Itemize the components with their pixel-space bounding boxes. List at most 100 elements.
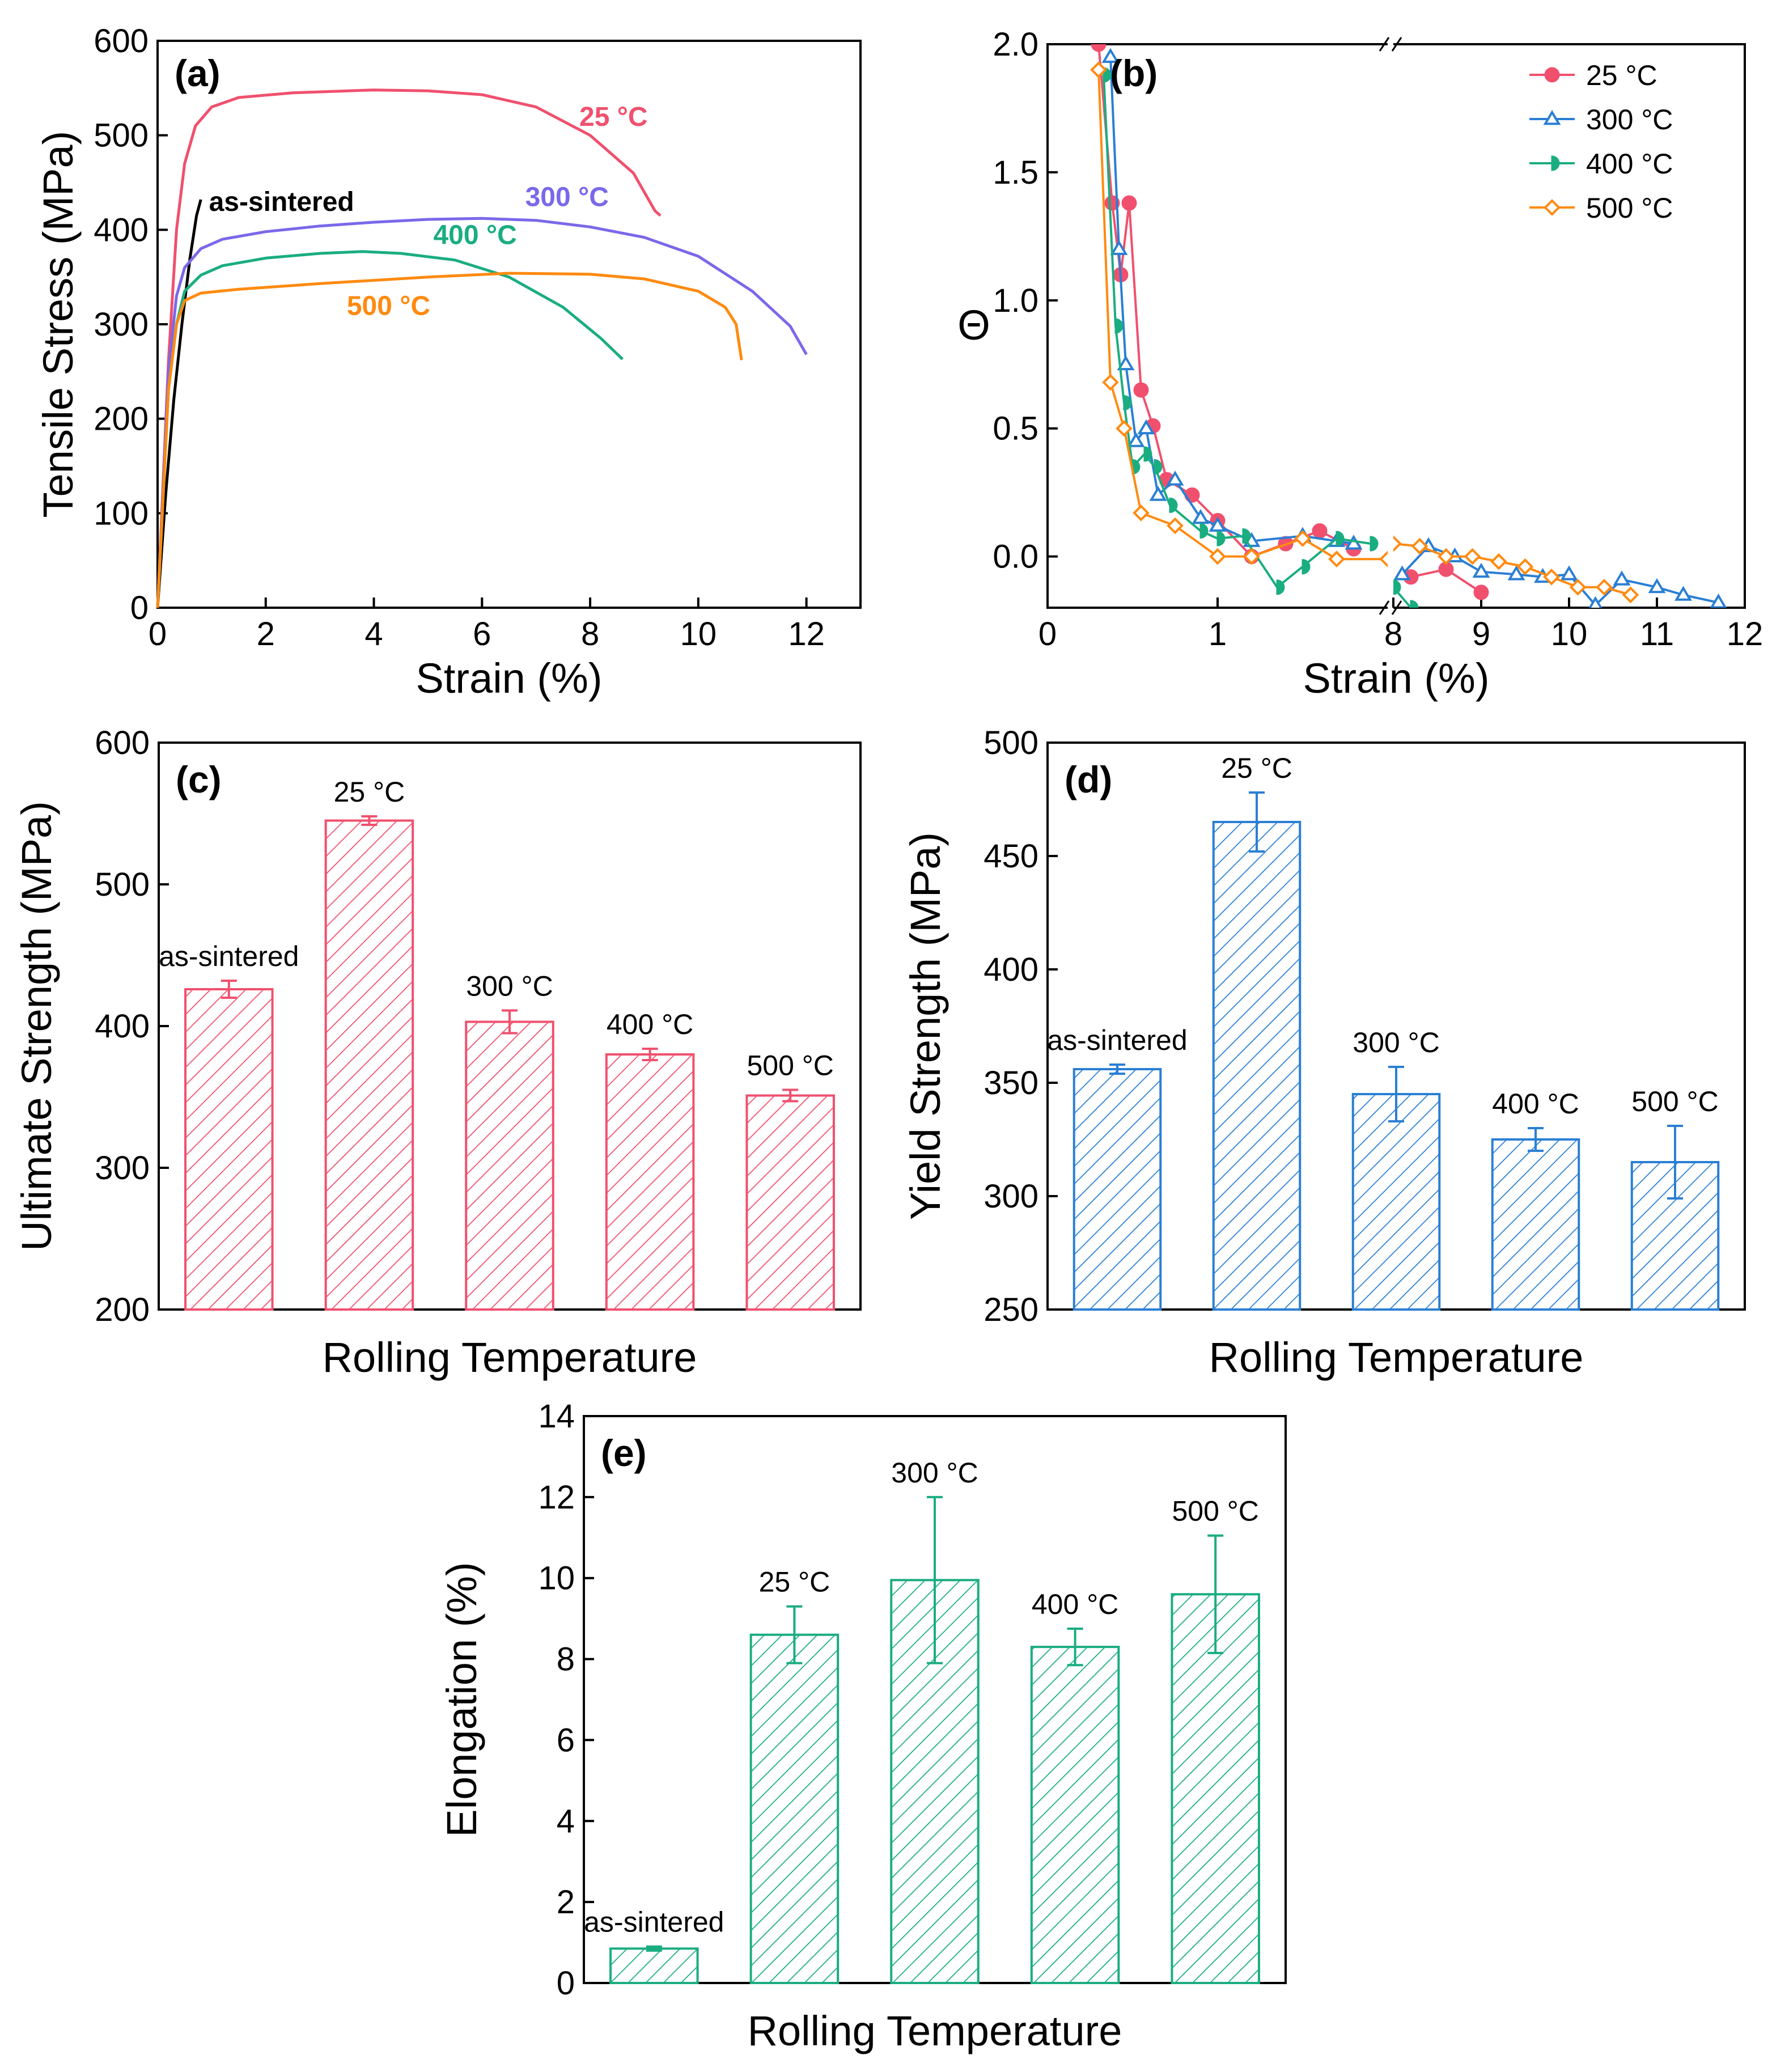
data-point [1613,570,1631,586]
y-tick-label: 500 [983,724,1038,761]
y-tick-label: 450 [983,838,1038,875]
x-tick-label: 12 [1727,616,1763,652]
series-line [1097,70,1388,561]
bar-category-label: 500 °C [747,1050,833,1082]
bar-category-label: 500 °C [1631,1086,1718,1117]
data-point [1507,565,1525,581]
x-tick-label: 8 [1384,616,1402,652]
x-tick-label: 0 [149,616,167,652]
data-point [1209,516,1227,532]
x-tick-label: 8 [581,616,599,652]
x-tick-label: 6 [473,616,491,652]
data-point [1110,240,1128,255]
y-tick-label: 400 [983,951,1038,988]
data-point [1149,486,1167,501]
panel-label: (d) [1065,759,1112,800]
data-point [1464,548,1481,565]
curve-as-sintered [156,199,202,608]
y-axis-title: Elongation (%) [438,1562,485,1837]
data-point [1166,471,1184,486]
series-left-400c [1103,67,1379,595]
x-axis-title: Rolling Temperature [748,2007,1122,2054]
y-tick-label: 300 [94,306,149,343]
y-tick-label: 500 [95,866,150,903]
axis-break-mark [1379,37,1390,52]
bar-category-label: as-sintered [159,940,299,972]
curve-label: 25 °C [579,102,648,132]
legend-label: 25 °C [1586,60,1657,91]
data-point [1167,517,1184,535]
y-tick-label: 200 [95,1291,150,1328]
y-tick-label: 350 [983,1065,1038,1101]
data-point [1123,395,1132,411]
data-point [1133,504,1150,522]
y-tick-label: 400 [94,211,149,248]
x-tick-label: 1 [1209,616,1227,652]
series-left-25c [1091,44,1362,565]
y-axis-title: Tensile Stress (MPa) [35,131,82,518]
bar-category-label: 25 °C [759,1566,830,1598]
y-tick-label: 0 [557,1965,575,2002]
data-point [1336,531,1345,546]
x-axis-title: Strain (%) [1303,655,1490,702]
data-point [1473,584,1489,600]
panel-a-tensile-curves: 0 100 200 300 400 500 600 0 2 4 6 8 10 12 as-sintered 2… [35,23,862,702]
series-line [1097,44,1354,558]
series-line [1109,57,1354,545]
data-point [1090,61,1107,79]
bar-0 [609,1947,699,1984]
data-point [1544,67,1560,83]
data-point [1216,531,1226,546]
data-point [1137,419,1155,435]
legend-label: 500 °C [1586,192,1673,224]
bar-category-label: 25 °C [1221,752,1292,784]
data-point [1411,537,1428,555]
bar-0 [1072,1068,1162,1311]
legend-label: 300 °C [1586,104,1673,135]
curve-label: 500 °C [347,291,430,321]
data-point [1091,44,1107,52]
data-point [1675,586,1692,601]
y-tick-label: 600 [95,724,150,761]
bar-category-label: 400 °C [607,1009,693,1040]
bar-category-label: as-sintered [584,1906,724,1938]
data-point [1544,199,1561,216]
data-point [1127,432,1145,447]
data-point [1543,568,1560,586]
bar-1 [324,819,414,1311]
data-point [1393,565,1411,581]
axis-break-mark [1379,600,1390,615]
data-point [1312,523,1328,539]
data-point [1370,536,1379,552]
y-tick-label: 0 [130,590,149,626]
data-point [1209,548,1226,565]
data-point [1103,67,1112,83]
x-tick-label: 2 [257,616,275,652]
bar-2 [890,1579,980,1984]
bar-category-label: 25 °C [334,776,405,808]
data-point [1154,459,1163,475]
y-tick-label: 500 [94,117,149,154]
bar-category-label: 300 °C [466,971,553,1002]
y-tick-label: 600 [94,23,149,60]
data-point [1276,579,1285,595]
y-axis-title: Θ [957,302,990,349]
y-tick-label: 300 [983,1178,1038,1215]
series-left-500c [1090,61,1388,567]
data-point [1551,155,1560,171]
x-tick-label: 9 [1472,616,1490,652]
panel-label: (b) [1110,52,1158,94]
y-tick-label: 250 [983,1291,1038,1328]
bar-4 [1171,1593,1260,1984]
legend: 25 °C 300 °C 400 °C 500 °C [1529,60,1673,224]
axis-break-mark [1391,600,1402,615]
y-tick-label: 0.0 [993,539,1038,575]
panel-d-yield-strength: 250 300 350 400 450 500 as-sintered 25 °C 300 °C… [902,724,1746,1381]
x-tick-label: 11 [1640,616,1674,652]
curve-label: as-sintered [209,187,354,217]
data-point [1102,374,1119,391]
panel-b-hardening-rate: 0.0 0.5 1.0 1.5 2.0 0 1 8 9 10 11 12 25 °C 300 °C 400 … [957,26,1763,702]
x-tick-label: 10 [680,616,717,652]
x-axis-title: Rolling Temperature [1209,1334,1584,1381]
